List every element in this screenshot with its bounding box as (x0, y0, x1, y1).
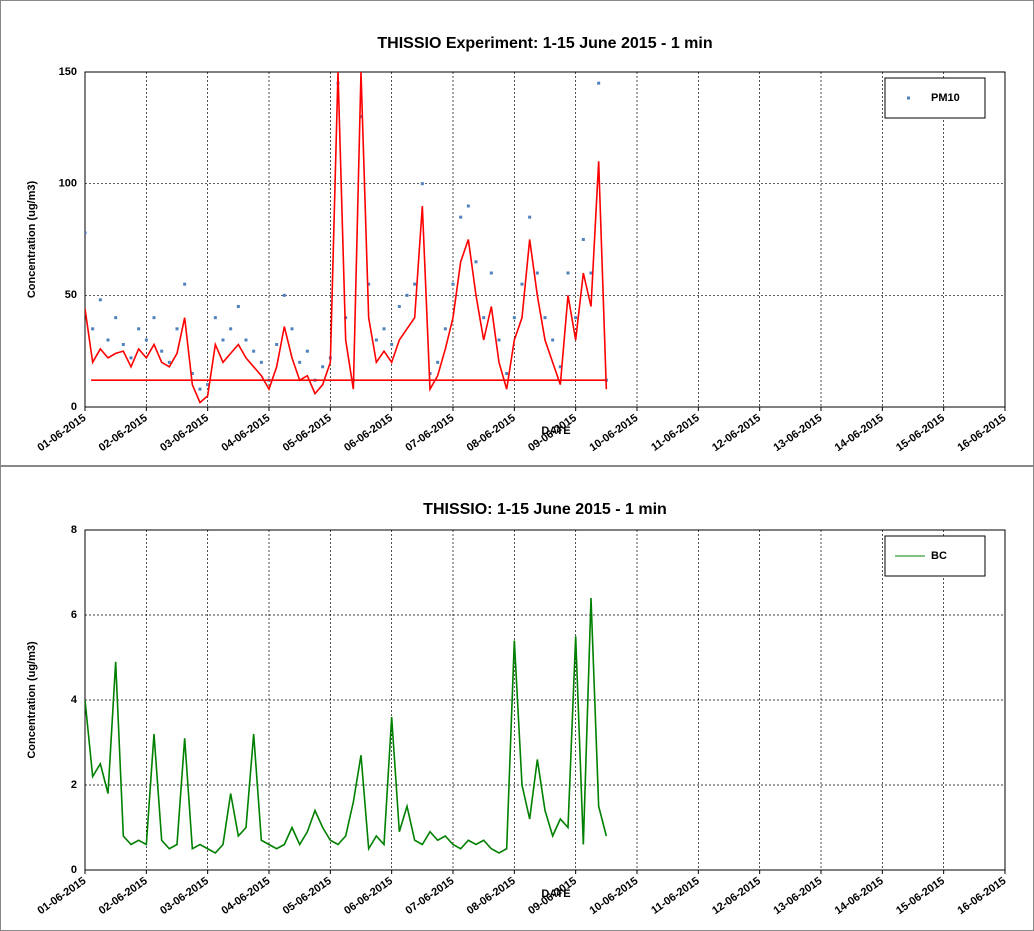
data-point (420, 182, 424, 186)
x-axis-label: DATE (541, 888, 570, 900)
data-line (85, 72, 608, 404)
y-tick-label: 2 (71, 779, 77, 791)
data-point (489, 271, 493, 275)
data-point (497, 338, 501, 342)
data-point (520, 282, 524, 286)
data-line (85, 597, 608, 855)
data-point (374, 338, 378, 342)
y-tick-label: 50 (65, 289, 77, 301)
y-axis-label: Concentration (ug/m3) (26, 181, 38, 299)
data-point (597, 81, 601, 85)
data-point (436, 360, 440, 364)
legend-marker (907, 96, 910, 100)
data-point (198, 387, 202, 391)
data-point (512, 316, 516, 320)
data-point (213, 316, 217, 320)
data-point (413, 282, 417, 286)
data-point (397, 305, 401, 308)
data-point (175, 327, 179, 331)
data-point (160, 349, 164, 353)
y-tick-label: 0 (71, 864, 77, 876)
data-point (543, 316, 547, 320)
data-point (405, 293, 409, 297)
data-point (566, 271, 570, 275)
y-tick-label: 0 (71, 401, 77, 413)
data-point (91, 327, 95, 331)
data-point (382, 327, 386, 331)
data-point (252, 349, 256, 353)
data-point (290, 327, 294, 331)
y-tick-label: 6 (71, 609, 77, 621)
data-point (558, 365, 562, 369)
data-point (298, 360, 302, 364)
data-point (129, 356, 133, 360)
data-point (581, 238, 585, 241)
data-point (275, 342, 279, 346)
data-point (443, 327, 447, 331)
data-point (221, 338, 225, 342)
y-tick-label: 150 (59, 66, 77, 78)
data-point (206, 383, 210, 387)
chart-title: THISSIO: 1-15 June 2015 - 1 min (423, 501, 667, 518)
data-point (574, 316, 578, 320)
data-point (321, 365, 325, 369)
data-point (466, 204, 470, 208)
y-tick-label: 100 (59, 178, 77, 190)
data-point (229, 327, 233, 331)
data-point (167, 360, 171, 364)
data-point (505, 372, 509, 375)
x-axis-label: DATE (541, 425, 570, 437)
data-point (535, 271, 539, 275)
data-point (305, 349, 309, 353)
data-point (144, 338, 148, 342)
data-point (390, 342, 394, 346)
plot-area (84, 71, 1006, 408)
data-point (367, 282, 371, 286)
data-point (190, 372, 194, 375)
legend-label: PM10 (931, 92, 960, 104)
data-point (236, 305, 240, 308)
panel-frame (0, 0, 1034, 466)
data-point (85, 231, 87, 235)
legend-label: BC (931, 550, 947, 562)
data-point (244, 338, 248, 342)
data-point (451, 282, 455, 286)
data-point (152, 316, 156, 320)
data-point (114, 316, 118, 320)
legend-box (884, 77, 986, 119)
data-point (589, 271, 593, 275)
data-point (482, 316, 486, 320)
y-tick-label: 8 (71, 524, 77, 536)
data-point (98, 298, 102, 302)
data-point (551, 338, 555, 342)
data-point (106, 338, 110, 342)
data-point (459, 215, 463, 219)
y-tick-label: 4 (71, 694, 78, 706)
data-point (528, 215, 532, 219)
chart-title: THISSIO Experiment: 1-15 June 2015 - 1 m… (377, 35, 712, 52)
data-point (259, 360, 263, 364)
data-point (474, 260, 478, 264)
data-point (121, 342, 125, 346)
data-point (282, 293, 286, 297)
data-point (137, 327, 141, 331)
data-point (183, 282, 187, 286)
y-axis-label: Concentration (ug/m3) (26, 641, 38, 759)
data-point (359, 115, 363, 119)
